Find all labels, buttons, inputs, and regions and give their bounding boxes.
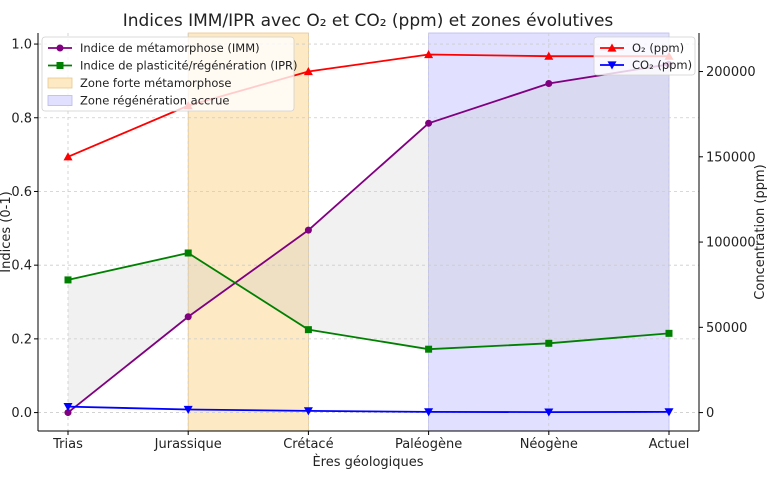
y-tick-label-right-4: 200000 <box>706 65 756 80</box>
y-tick-label-left-5: 1.0 <box>11 38 32 53</box>
data-point-s3-3 <box>424 49 434 59</box>
y-tick-label-left-0: 0.0 <box>11 406 32 421</box>
data-point-s2-0 <box>64 276 72 284</box>
x-tick-label-0: Trias <box>52 437 83 452</box>
data-point-s2-2 <box>304 326 312 334</box>
data-point-s4-4 <box>544 408 554 417</box>
y-tick-label-left-4: 0.8 <box>11 111 32 126</box>
x-tick-label-5: Actuel <box>649 437 690 452</box>
data-point-s3-2 <box>303 67 313 76</box>
fill-between-area <box>68 64 669 413</box>
x-tick-label-2: Crétacé <box>283 437 333 452</box>
legend-right-marker-1 <box>607 43 617 52</box>
y-tick-label-left-3: 0.6 <box>11 185 32 200</box>
data-point-s4-3 <box>424 408 434 417</box>
x-tick-label-4: Néogène <box>520 437 578 452</box>
series-line-2 <box>67 252 670 351</box>
legend-label-4: Zone régénération accrue <box>80 94 229 108</box>
data-point-s2-3 <box>425 345 433 353</box>
y-tick-label-left-2: 0.4 <box>11 259 32 274</box>
y-axis-right-label: Concentration (ppm) <box>753 164 768 299</box>
legend-marker-2 <box>56 62 64 69</box>
data-point-s4-2 <box>303 407 313 416</box>
series-line-4 <box>67 405 670 414</box>
data-point-s2-5 <box>665 329 673 337</box>
legend-right-label-2: CO₂ (ppm) <box>632 58 692 72</box>
data-point-s3-0 <box>63 152 73 161</box>
series-line-1 <box>67 63 670 414</box>
data-point-s4-0 <box>63 403 73 412</box>
legend-label-3: Zone forte métamorphose <box>80 76 231 90</box>
data-point-s1-1 <box>184 313 192 321</box>
data-point-s1-4 <box>545 79 553 87</box>
y-tick-label-left-1: 0.2 <box>11 332 32 347</box>
data-point-s2-1 <box>184 249 192 257</box>
data-point-s4-5 <box>664 408 674 417</box>
y-tick-label-right-0: 0 <box>706 406 714 421</box>
y-tick-label-right-1: 50000 <box>706 321 747 336</box>
x-axis-label: Ères géologiques <box>312 454 423 470</box>
data-point-s1-0 <box>64 409 72 417</box>
data-point-s1-3 <box>425 119 433 127</box>
data-point-s4-1 <box>183 405 193 415</box>
data-point-s2-4 <box>545 339 553 347</box>
x-tick-label-1: Jurassique <box>154 437 222 452</box>
legend-right-marker-2 <box>607 61 617 70</box>
legend-patch-4 <box>47 95 73 106</box>
chart-title: Indices IMM/IPR avec O₂ et CO₂ (ppm) et … <box>123 11 614 31</box>
legend-left-box <box>41 36 295 112</box>
legend-patch-3 <box>47 77 73 89</box>
y-tick-label-right-3: 150000 <box>706 150 756 165</box>
y-axis-left-label: Indices (0-1) <box>0 191 14 272</box>
legend-label-1: Indice de métamorphose (IMM) <box>80 41 260 55</box>
data-point-s1-2 <box>304 226 312 234</box>
legend-marker-1 <box>56 44 64 52</box>
legend-right-label-1: O₂ (ppm) <box>632 41 684 55</box>
legend-label-2: Indice de plasticité/régénération (IPR) <box>80 59 298 73</box>
data-point-s3-4 <box>544 51 554 60</box>
y-tick-label-right-2: 100000 <box>706 236 756 251</box>
x-tick-label-3: Paléogène <box>395 437 462 452</box>
series-line-3 <box>67 53 669 158</box>
